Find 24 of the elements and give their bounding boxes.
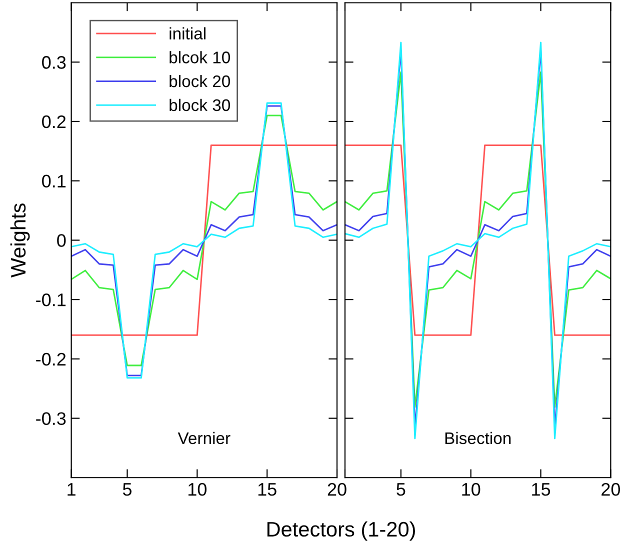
legend-label: block 20	[170, 74, 230, 88]
y-tick-label: -0.2	[36, 352, 66, 366]
x-tick-label: 20	[602, 482, 620, 496]
annotation: Bisection	[445, 432, 511, 444]
x-tick-label: 15	[532, 483, 550, 496]
legend-label: blcok 10	[170, 51, 230, 64]
x-tick-label: 20	[328, 482, 346, 496]
x-axis-title: Detectors (1-20)	[267, 521, 415, 541]
y-tick-label: 0.3	[42, 56, 66, 69]
y-tick-label: -0.3	[36, 412, 66, 425]
y-tick-label: -0.1	[36, 293, 66, 306]
annotation: Vernier	[178, 432, 230, 444]
x-tick-label: 5	[396, 483, 406, 496]
x-tick-label: 15	[258, 483, 276, 496]
x-tick-label: 5	[122, 483, 132, 496]
x-tick-label: 1	[68, 483, 76, 496]
legend-label: initial	[170, 27, 206, 40]
y-tick-label: 0.1	[42, 174, 66, 188]
x-tick-label: 10	[462, 482, 480, 496]
y-tick-label: 0.2	[42, 115, 66, 128]
legend-label: block 30	[170, 98, 230, 112]
y-tick-label: 0	[57, 234, 66, 247]
y-axis-title: Weights	[10, 203, 30, 278]
x-tick-label: 10	[188, 482, 206, 496]
